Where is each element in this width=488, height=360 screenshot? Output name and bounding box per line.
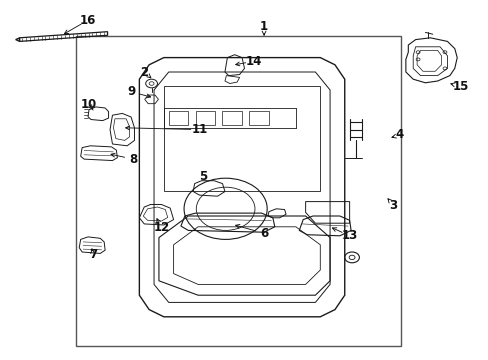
Text: 4: 4	[395, 129, 403, 141]
Text: 3: 3	[389, 199, 397, 212]
Text: 1: 1	[260, 21, 267, 33]
Text: 11: 11	[191, 123, 207, 136]
Polygon shape	[16, 38, 20, 41]
Text: 7: 7	[89, 248, 97, 261]
Text: 13: 13	[341, 229, 357, 242]
Text: 15: 15	[451, 80, 468, 93]
Text: 5: 5	[199, 170, 206, 183]
Text: 10: 10	[81, 98, 97, 111]
Text: 6: 6	[260, 227, 267, 240]
Bar	[76, 36, 400, 346]
Text: 8: 8	[129, 153, 137, 166]
Text: 2: 2	[140, 66, 148, 78]
Text: 9: 9	[127, 85, 135, 98]
Text: 16: 16	[80, 14, 96, 27]
Text: 14: 14	[245, 55, 262, 68]
Text: 12: 12	[153, 221, 169, 234]
